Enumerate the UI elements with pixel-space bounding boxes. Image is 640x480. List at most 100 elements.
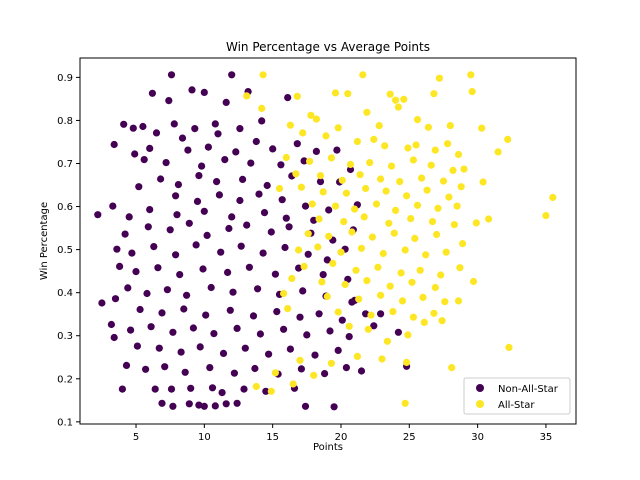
non-all-star-point	[263, 181, 271, 190]
non-all-star-point	[265, 350, 273, 358]
all-star-point	[448, 364, 456, 372]
all-star-point	[259, 71, 267, 79]
non-all-star-point	[155, 344, 163, 352]
legend: Non-All-Star All-Star	[463, 377, 571, 415]
points-layer	[94, 71, 557, 411]
all-star-point	[438, 317, 446, 325]
all-star-point	[370, 135, 378, 143]
all-star-point	[398, 297, 407, 305]
non-all-star-point	[312, 147, 320, 155]
x-tick-label: 30	[471, 432, 484, 443]
all-star-point	[289, 380, 297, 388]
y-tick-label: 0.8	[57, 116, 73, 127]
all-star-point	[418, 174, 426, 182]
non-all-star-point	[177, 348, 185, 356]
all-star-point	[454, 297, 463, 305]
x-tick-label: 10	[198, 432, 211, 443]
non-all-star-point	[162, 159, 170, 167]
all-star-point	[430, 309, 438, 317]
non-all-star-point	[215, 191, 223, 199]
non-all-star-point	[94, 211, 102, 219]
non-all-star-point	[281, 243, 289, 252]
all-star-point	[357, 244, 366, 252]
all-star-point	[401, 399, 409, 407]
all-star-point	[472, 219, 480, 227]
all-star-point	[315, 215, 323, 223]
all-star-point	[403, 192, 411, 200]
all-star-point	[331, 202, 340, 210]
all-star-point	[441, 298, 449, 306]
non-all-star-point	[111, 295, 120, 303]
all-star-point	[409, 313, 417, 321]
non-all-star-point	[222, 400, 230, 408]
non-all-star-point	[188, 86, 196, 94]
non-all-star-point	[217, 248, 225, 256]
non-all-star-point	[311, 351, 319, 359]
non-all-star-point	[301, 402, 310, 410]
y-tick-label: 0.2	[57, 374, 73, 385]
non-all-star-point	[345, 333, 353, 341]
all-star-point	[385, 219, 393, 227]
all-star-point	[286, 121, 294, 129]
legend-label-all-star: All-Star	[498, 400, 535, 411]
all-star-point	[360, 213, 368, 221]
all-star-point	[390, 229, 398, 237]
non-all-star-point	[169, 328, 177, 336]
all-star-point	[379, 249, 387, 258]
all-star-point	[293, 92, 301, 100]
non-all-star-point	[256, 330, 264, 338]
all-star-point	[282, 153, 290, 162]
y-tick-label: 0.6	[57, 202, 73, 213]
non-all-star-point	[233, 324, 241, 332]
non-all-star-point	[107, 320, 115, 329]
all-star-point	[505, 343, 513, 351]
non-all-star-point	[267, 228, 275, 236]
non-all-star-point	[370, 322, 378, 330]
non-all-star-point	[258, 117, 266, 125]
all-star-point	[346, 160, 355, 168]
non-all-star-point	[204, 143, 212, 151]
all-star-point	[363, 277, 371, 285]
all-star-point	[377, 175, 385, 183]
all-star-point	[314, 243, 322, 251]
all-star-point	[280, 289, 288, 298]
non-all-star-point	[236, 196, 244, 205]
non-all-star-point	[394, 328, 402, 336]
all-star-point	[382, 187, 390, 195]
all-star-point	[329, 259, 337, 267]
x-tick-label: 15	[266, 432, 279, 443]
all-star-point	[368, 233, 376, 241]
non-all-star-point	[173, 211, 181, 219]
non-all-star-point	[98, 299, 106, 307]
all-star-point	[322, 132, 330, 140]
all-star-point	[400, 95, 408, 103]
all-star-point	[469, 277, 478, 286]
all-star-point	[377, 291, 385, 299]
all-star-point	[420, 318, 428, 326]
all-star-point	[549, 193, 557, 202]
non-all-star-point	[150, 243, 158, 251]
non-all-star-point	[326, 327, 334, 335]
non-all-star-point	[315, 310, 323, 318]
non-all-star-point	[213, 178, 221, 186]
all-star-point	[444, 140, 452, 148]
all-star-point	[381, 142, 389, 150]
non-all-star-point	[316, 178, 325, 186]
y-tick-label: 0.1	[57, 417, 73, 428]
non-all-star-point	[118, 385, 126, 393]
non-all-star-point	[280, 325, 288, 333]
y-tick-label: 0.3	[57, 331, 73, 342]
non-all-star-point	[249, 312, 258, 320]
all-star-point	[307, 111, 315, 119]
all-star-point	[430, 90, 438, 98]
all-star-point	[446, 122, 454, 130]
non-all-star-point	[178, 134, 187, 142]
legend-marker-all-star	[476, 400, 484, 408]
non-all-star-point	[243, 221, 251, 229]
non-all-star-point	[200, 207, 208, 215]
non-all-star-point	[304, 250, 312, 258]
all-star-point	[345, 322, 353, 330]
all-star-point	[364, 325, 372, 333]
all-star-point	[409, 156, 417, 164]
non-all-star-point	[202, 311, 210, 319]
